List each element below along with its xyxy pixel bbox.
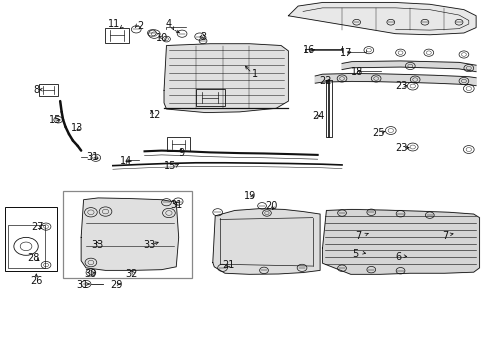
Text: 22: 22 <box>319 76 331 86</box>
Bar <box>63 192 192 278</box>
Bar <box>104 28 129 43</box>
Text: 12: 12 <box>149 111 162 121</box>
Text: 31: 31 <box>86 152 98 162</box>
Text: 8: 8 <box>34 85 40 95</box>
Text: 3: 3 <box>200 32 206 41</box>
Text: 15: 15 <box>48 115 61 125</box>
Text: 28: 28 <box>27 253 40 263</box>
Text: 31: 31 <box>170 200 182 210</box>
Text: 2: 2 <box>137 21 143 31</box>
Text: 18: 18 <box>350 67 362 77</box>
Text: 11: 11 <box>108 19 120 29</box>
Text: 21: 21 <box>222 260 234 270</box>
Text: 32: 32 <box>125 269 138 279</box>
Text: 29: 29 <box>110 280 122 290</box>
Polygon shape <box>288 3 475 35</box>
Text: 17: 17 <box>339 48 351 58</box>
Text: 9: 9 <box>178 148 184 158</box>
Text: 25: 25 <box>371 129 384 138</box>
Bar <box>39 84 58 96</box>
Polygon shape <box>315 73 475 86</box>
Text: 6: 6 <box>395 252 401 262</box>
Text: 15: 15 <box>163 161 176 171</box>
Polygon shape <box>212 209 320 274</box>
Polygon shape <box>322 210 479 274</box>
Polygon shape <box>341 61 475 72</box>
Text: 4: 4 <box>165 19 172 29</box>
Text: 23: 23 <box>395 143 407 153</box>
Text: 23: 23 <box>395 81 407 91</box>
Text: 24: 24 <box>311 111 324 121</box>
Bar <box>8 225 44 268</box>
Bar <box>4 207 57 271</box>
Bar <box>196 89 224 106</box>
Text: 31: 31 <box>77 280 89 290</box>
Text: 26: 26 <box>30 276 42 286</box>
Text: 33: 33 <box>91 240 103 250</box>
Bar <box>166 137 190 151</box>
Text: 33: 33 <box>143 240 155 250</box>
Text: 27: 27 <box>31 222 44 232</box>
Text: 10: 10 <box>156 33 168 43</box>
Polygon shape <box>81 198 178 270</box>
Text: 13: 13 <box>71 123 83 133</box>
Text: 16: 16 <box>303 45 315 55</box>
Text: 19: 19 <box>244 191 256 201</box>
Text: 5: 5 <box>351 248 357 258</box>
Text: 20: 20 <box>265 201 277 211</box>
Text: 14: 14 <box>120 156 132 166</box>
Text: 7: 7 <box>354 231 361 240</box>
Text: 7: 7 <box>441 231 447 240</box>
Text: 30: 30 <box>84 269 97 279</box>
Polygon shape <box>163 44 288 113</box>
Text: 1: 1 <box>251 69 257 79</box>
